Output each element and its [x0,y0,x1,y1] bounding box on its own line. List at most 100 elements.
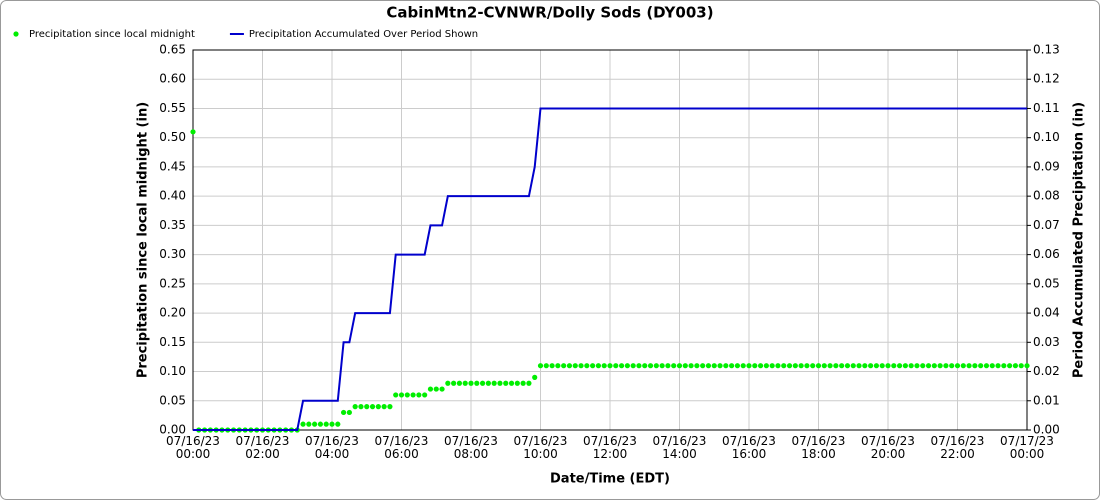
data-point [688,363,694,369]
data-point [671,363,677,369]
data-point [700,363,706,369]
data-point [769,363,775,369]
x-tick-label: 07/16/23 20:00 [861,434,915,461]
x-tick-label: 07/16/23 00:00 [166,434,220,461]
data-point [896,363,903,369]
data-point [381,404,387,410]
data-point [937,363,943,369]
data-point [462,380,468,386]
data-point [804,363,810,369]
y2-axis-title: Period Accumulated Precipitation (in) [1072,102,1087,378]
data-point [1007,363,1013,369]
plot-frame [192,49,1028,431]
data-point [746,363,752,369]
y-axis-title: Precipitation since local midnight (in) [136,102,151,378]
data-point [705,363,712,369]
data-point [763,363,769,369]
data-point [1018,363,1024,369]
data-point [1001,363,1007,369]
data-point [647,363,654,369]
data-point [532,374,538,380]
data-point [862,363,868,369]
data-point [543,363,549,369]
x-tick-label: 07/16/23 10:00 [514,434,568,461]
data-point [549,363,555,369]
chart-title: CabinMtn2-CVNWR/Dolly Sods (DY003) [386,4,713,22]
data-point [607,363,613,369]
data-point [931,363,937,369]
y-tick-label: 0.15 [159,335,186,349]
data-point [839,363,845,369]
data-point [456,380,463,386]
x-tick-label: 07/16/23 06:00 [375,434,429,461]
data-point [717,363,723,369]
x-tick-label: 07/16/23 22:00 [931,434,985,461]
data-point [676,363,683,369]
data-point [902,363,908,369]
y2-tick-label: 0.06 [1033,247,1060,261]
data-point [711,363,717,369]
data-point [358,404,364,410]
data-point [364,404,370,410]
data-point [410,392,416,398]
data-point [346,409,352,416]
y2-tick-label: 0.13 [1033,43,1060,57]
y-tick-label: 0.10 [159,364,186,378]
data-point [335,421,341,427]
data-point [561,363,567,369]
data-point [445,380,451,386]
data-point [566,363,573,369]
data-point [723,363,729,369]
data-point [485,380,491,386]
data-point [300,421,306,427]
y2-tick-label: 0.12 [1033,72,1060,86]
y-tick-label: 0.20 [159,306,186,320]
data-point [375,404,381,410]
data-point [393,392,399,398]
data-point [618,363,625,369]
y2-tick-label: 0.09 [1033,159,1060,173]
y2-tick-label: 0.01 [1033,393,1060,407]
data-point [908,363,914,369]
data-point [833,363,839,369]
data-point [642,363,648,369]
data-point [317,421,324,427]
data-point [1012,363,1019,369]
data-point [868,363,874,369]
data-point [891,363,897,369]
data-point [312,421,318,427]
data-point [537,363,544,369]
data-point [972,363,978,369]
data-point [729,363,735,369]
data-point [983,363,990,369]
y2-tick-label: 0.05 [1033,276,1060,290]
data-point [850,363,856,369]
legend-label: Precipitation since local midnight [29,29,195,40]
data-point [497,380,503,386]
data-point [595,363,602,369]
data-point [584,363,590,369]
x-tick-label: 07/16/23 16:00 [722,434,776,461]
y-tick-label: 0.25 [159,276,186,290]
data-point [398,392,405,398]
data-point [1024,363,1030,369]
data-point [422,392,428,398]
data-point [433,386,439,392]
y2-tick-label: 0.04 [1033,306,1060,320]
x-tick-label: 07/16/23 08:00 [444,434,498,461]
data-point [590,363,596,369]
data-point [630,363,636,369]
data-point [601,363,607,369]
data-point [369,404,376,410]
data-point [978,363,984,369]
data-point [404,392,410,398]
data-point [821,363,827,369]
y2-tick-label: 0.10 [1033,130,1060,144]
y2-tick-label: 0.11 [1033,101,1060,115]
data-point [914,363,920,369]
y-tick-label: 0.45 [159,159,186,173]
data-point [329,421,335,427]
legend-marker [13,31,19,37]
data-point [555,363,561,369]
x-tick-label: 07/17/23 00:00 [1000,434,1054,461]
